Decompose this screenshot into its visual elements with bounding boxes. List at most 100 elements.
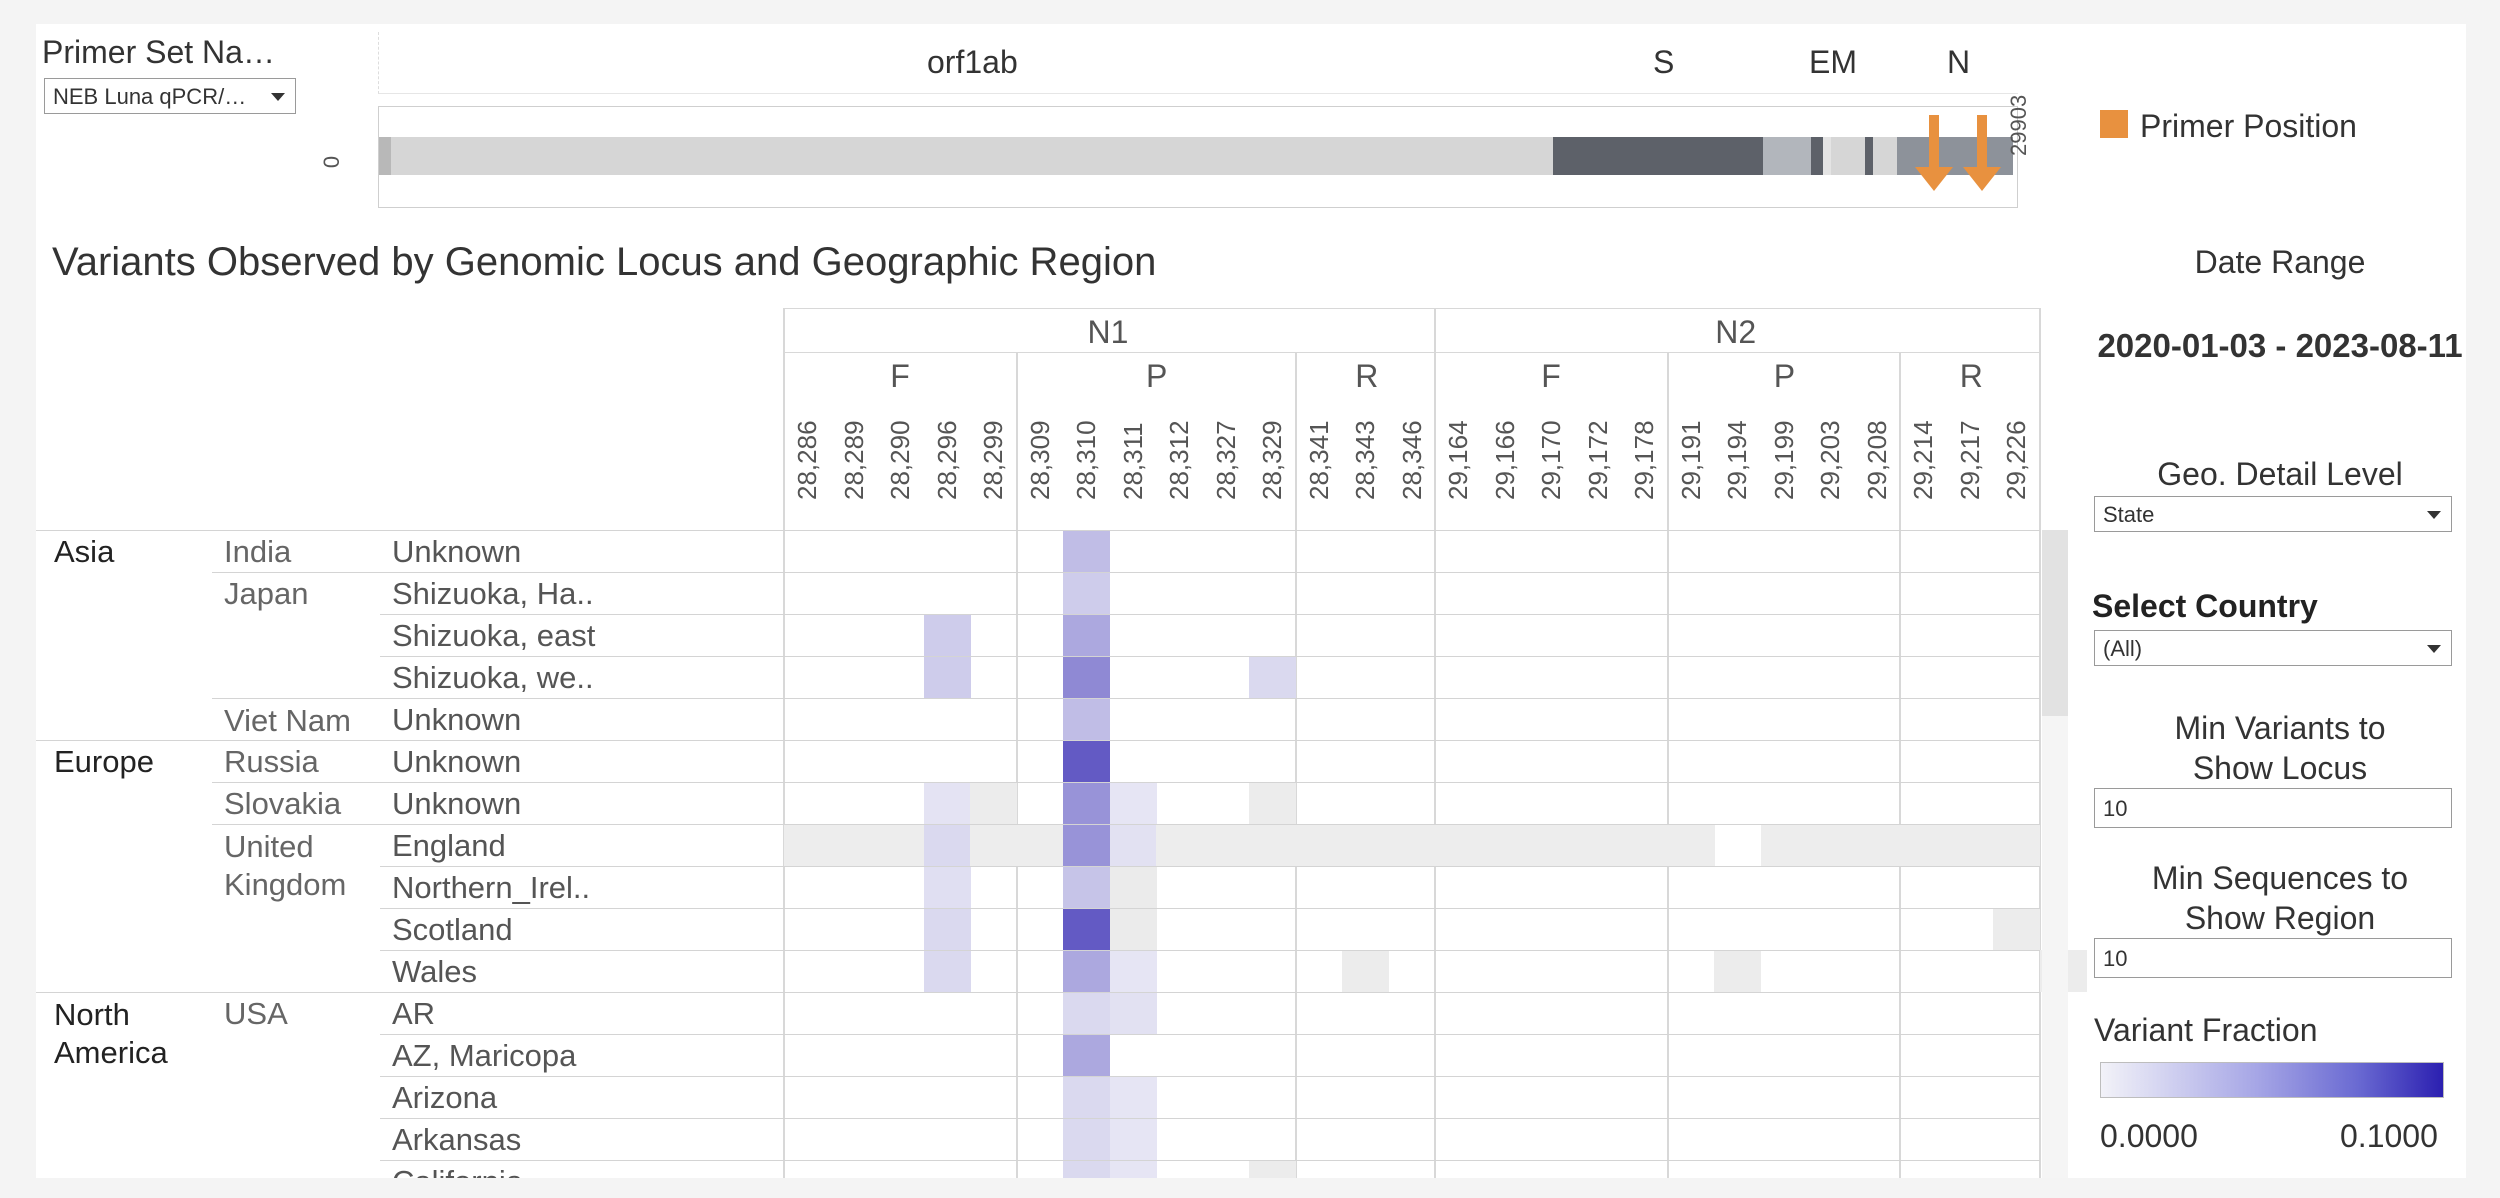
heatmap-cell[interactable] [1063, 572, 1110, 614]
region-label: North America [54, 997, 168, 1070]
heatmap-cell[interactable] [923, 614, 971, 656]
heatmap-cell[interactable] [1109, 866, 1157, 908]
heatmap-cell[interactable] [1063, 908, 1110, 950]
genome-overview[interactable] [378, 106, 2018, 208]
heatmap-cell[interactable] [1249, 1160, 1296, 1178]
country-label: Viet Nam [224, 703, 351, 738]
primer-position-swatch [2100, 110, 2128, 138]
heatmap-cell[interactable] [1295, 824, 1343, 866]
subgroup-divider [783, 308, 785, 1178]
min-sequences-input[interactable]: 10 [2094, 938, 2452, 978]
heatmap-cell[interactable] [784, 824, 831, 866]
heatmap-cell[interactable] [1109, 1118, 1157, 1160]
heatmap-cell[interactable] [1063, 530, 1110, 572]
heatmap-cell[interactable] [1528, 824, 1575, 866]
heatmap-cell[interactable] [1063, 656, 1110, 698]
locus-label: 28,311 [1117, 422, 1148, 500]
heatmap-cell[interactable] [923, 866, 971, 908]
heatmap-cell[interactable] [1342, 950, 1389, 992]
heatmap-cell[interactable] [1249, 824, 1296, 866]
heatmap-cell[interactable] [1714, 950, 1761, 992]
heatmap-cell[interactable] [1946, 824, 1994, 866]
country-label: USA [224, 996, 288, 1031]
heatmap-cell[interactable] [1156, 824, 1203, 866]
heatmap-cell[interactable] [1667, 824, 1715, 866]
heatmap-cell[interactable] [923, 950, 971, 992]
variant-fraction-gradient [2100, 1062, 2444, 1098]
geo-level-dropdown[interactable]: State [2094, 496, 2452, 532]
primer-part-label: F [1541, 358, 1561, 394]
heatmap-cell[interactable] [1202, 824, 1250, 866]
primer-set-dropdown[interactable]: NEB Luna qPCR/… [44, 78, 296, 114]
geo-level-label: Geo. Detail Level [2157, 456, 2403, 492]
heatmap-cell[interactable] [1109, 908, 1157, 950]
heatmap-cell[interactable] [1109, 1076, 1157, 1118]
heatmap-cell[interactable] [1063, 1118, 1110, 1160]
locus-label: 28,346 [1396, 420, 1427, 500]
heatmap-cell[interactable] [1109, 782, 1157, 824]
heatmap-cell[interactable] [1063, 1076, 1110, 1118]
heatmap-cell[interactable] [1342, 824, 1389, 866]
heatmap-cell[interactable] [1388, 824, 1436, 866]
heatmap-cell[interactable] [1063, 950, 1110, 992]
heatmap-cell[interactable] [1853, 824, 1901, 866]
heatmap-cell[interactable] [1574, 824, 1622, 866]
genome-segment [1865, 137, 1873, 175]
gene-label-em: EM [1809, 44, 1857, 80]
heatmap-cell[interactable] [1109, 824, 1157, 866]
heatmap-cell[interactable] [1063, 782, 1110, 824]
row-divider [212, 572, 2040, 573]
dashboard-panel: Primer Set Na… NEB Luna qPCR/… orf1ab S … [36, 24, 2466, 1178]
heatmap-cell[interactable] [1063, 1034, 1110, 1076]
locus-label: 29,203 [1815, 420, 1845, 500]
heatmap-cell[interactable] [1481, 824, 1529, 866]
heatmap-cell[interactable] [1063, 1160, 1110, 1178]
heatmap-cell[interactable] [923, 782, 971, 824]
min-variants-input[interactable]: 10 [2094, 788, 2452, 828]
subregion-label: Unknown [392, 702, 522, 737]
primer-part-label: R [1355, 358, 1379, 394]
locus-label: 28,309 [1024, 420, 1055, 500]
heatmap-cell[interactable] [1109, 992, 1157, 1034]
heatmap-cell[interactable] [1249, 782, 1296, 824]
subregion-label: AR [392, 996, 436, 1031]
heatmap-cell[interactable] [1063, 698, 1110, 740]
heatmap-cell[interactable] [1063, 740, 1110, 782]
locus-label: 28,296 [931, 420, 962, 500]
genome-axis-end: 29903 [2006, 94, 2031, 156]
heatmap-cell[interactable] [1109, 950, 1157, 992]
subregion-label: Shizuoka, we.. [392, 660, 594, 695]
genome-segment-m [1831, 137, 1865, 175]
heatmap-cell[interactable] [1249, 656, 1296, 698]
genome-segment-s [1553, 137, 1763, 175]
heatmap-cell[interactable] [1900, 824, 1947, 866]
heatmap-cell[interactable] [1063, 992, 1110, 1034]
subgroup-header-line [1435, 352, 2040, 353]
heatmap-cell[interactable] [923, 656, 971, 698]
row-divider [380, 1034, 2040, 1035]
heatmap-scrollbar-thumb[interactable] [2042, 530, 2068, 716]
heatmap-cell[interactable] [1993, 908, 2040, 950]
heatmap-cell[interactable] [970, 824, 1017, 866]
heatmap-cell[interactable] [1435, 824, 1482, 866]
locus-label: 28,341 [1303, 420, 1334, 500]
heatmap-cell[interactable] [1807, 824, 1854, 866]
heatmap-cell[interactable] [830, 824, 878, 866]
heatmap-cell[interactable] [1109, 1160, 1157, 1178]
heatmap-cell[interactable] [1621, 824, 1668, 866]
country-dropdown[interactable]: (All) [2094, 630, 2452, 666]
heatmap-cell[interactable] [1993, 824, 2040, 866]
row-divider [36, 740, 2040, 741]
min-variants-label: Min Variants to Show Locus [2174, 710, 2386, 786]
heatmap-cell[interactable] [877, 824, 924, 866]
subregion-label: Arkansas [392, 1122, 522, 1157]
heatmap-cell[interactable] [1063, 866, 1110, 908]
heatmap-cell[interactable] [1760, 824, 1808, 866]
row-divider [380, 866, 2040, 867]
heatmap-cell[interactable] [923, 824, 971, 866]
heatmap-cell[interactable] [923, 908, 971, 950]
heatmap-cell[interactable] [1063, 824, 1110, 866]
heatmap-cell[interactable] [1063, 614, 1110, 656]
heatmap-cell[interactable] [970, 782, 1017, 824]
heatmap-cell[interactable] [1016, 824, 1064, 866]
